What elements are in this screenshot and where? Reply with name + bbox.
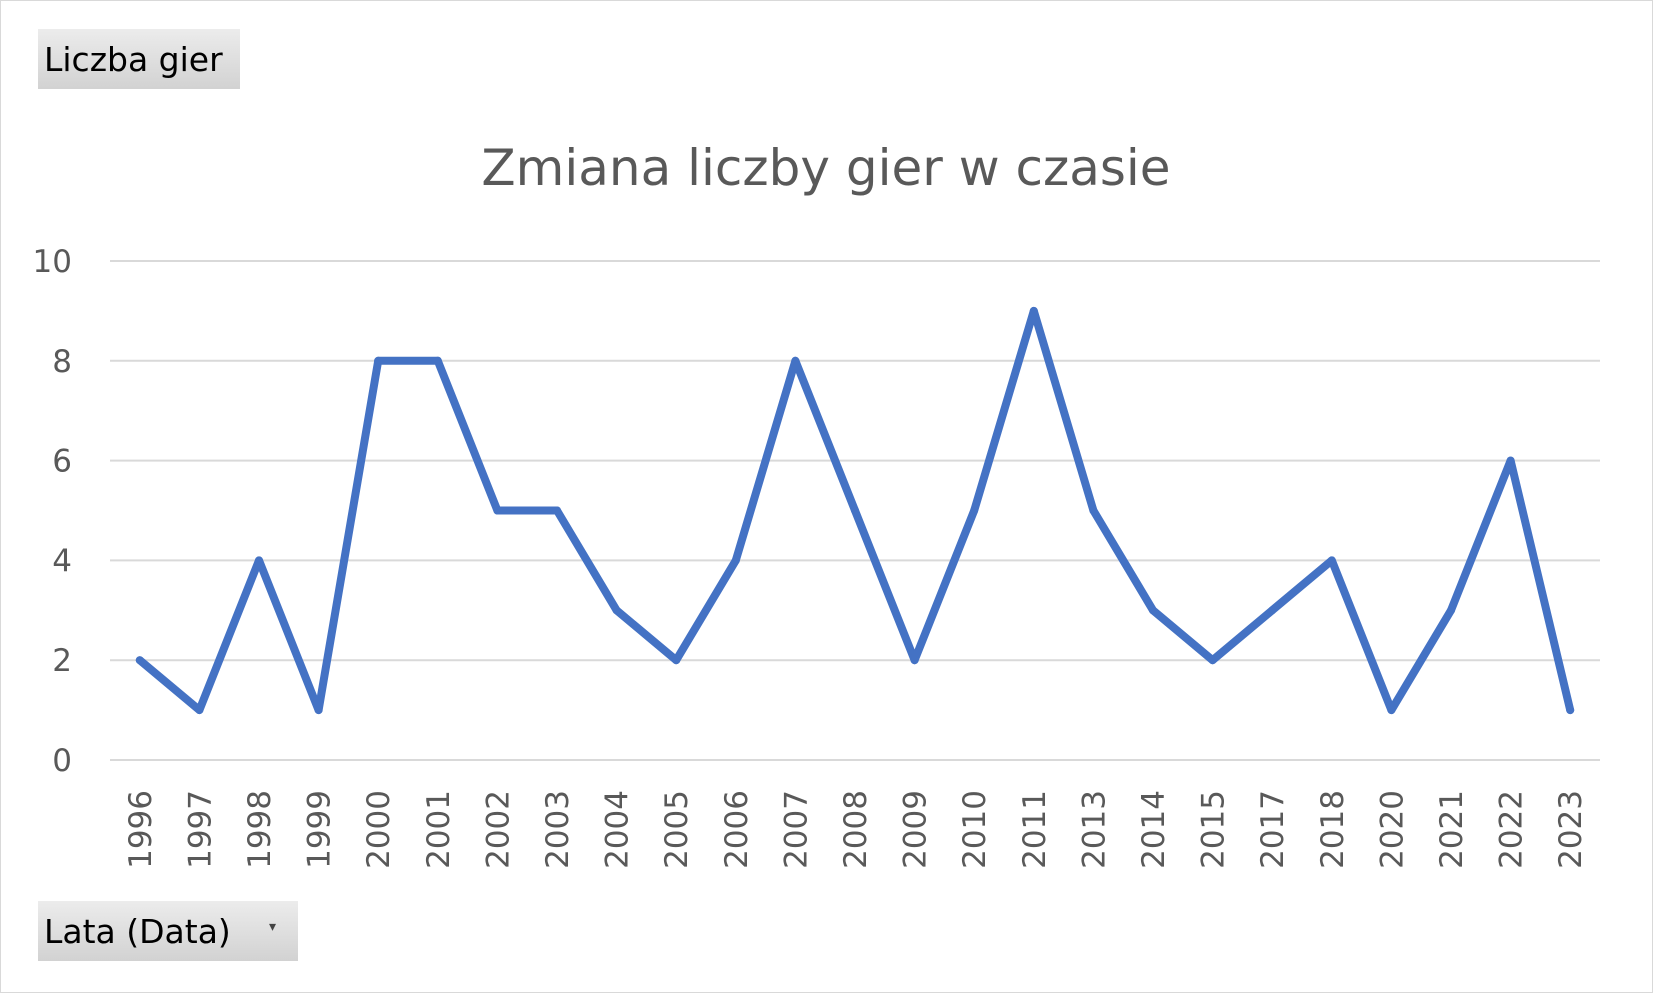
x-tick-label: 2009 xyxy=(898,790,934,869)
x-tick-label: 2007 xyxy=(778,790,814,869)
dropdown-arrow-icon[interactable]: ▾ xyxy=(268,919,276,935)
x-tick-label: 2010 xyxy=(957,790,993,869)
x-tick-label: 1999 xyxy=(302,790,338,869)
values-field-button[interactable]: Liczba gier xyxy=(38,29,240,89)
y-tick-label: 2 xyxy=(52,643,72,679)
data-point xyxy=(1089,506,1098,515)
x-tick-label: 2022 xyxy=(1494,790,1530,869)
axis-field-label: Lata (Data) xyxy=(44,911,231,951)
data-point xyxy=(135,656,144,665)
x-tick-label: 2000 xyxy=(361,790,397,869)
data-point xyxy=(851,506,859,515)
data-point xyxy=(1208,656,1217,665)
x-tick-label: 2006 xyxy=(719,790,755,869)
x-tick-label: 2014 xyxy=(1136,790,1172,869)
gridlines xyxy=(110,260,1600,761)
data-point xyxy=(195,706,204,715)
data-point xyxy=(1566,706,1575,715)
y-tick-label: 6 xyxy=(52,444,72,480)
x-axis-ticks: 1996 1997 1998 1999 2000 2001 2002 2003 2004 2005… xyxy=(123,790,1589,869)
x-tick-label: 2023 xyxy=(1553,790,1589,869)
data-point xyxy=(553,506,561,515)
data-point xyxy=(1268,606,1277,615)
data-point xyxy=(1447,606,1455,615)
data-point xyxy=(612,606,621,615)
data-point xyxy=(433,356,442,365)
x-tick-label: 2003 xyxy=(540,790,576,869)
x-tick-label: 2002 xyxy=(480,790,516,869)
data-point xyxy=(1387,706,1396,715)
data-point xyxy=(374,356,383,365)
data-point xyxy=(672,656,681,665)
x-tick-label: 2017 xyxy=(1255,790,1291,869)
x-tick-label: 2005 xyxy=(659,790,695,869)
x-tick-label: 2008 xyxy=(838,790,874,869)
data-point xyxy=(910,656,919,665)
x-tick-label: 2001 xyxy=(421,790,457,869)
y-tick-label: 8 xyxy=(52,344,72,380)
data-point xyxy=(970,506,979,515)
values-field-label: Liczba gier xyxy=(44,39,223,79)
y-tick-label: 4 xyxy=(52,543,72,579)
data-point xyxy=(493,506,502,515)
x-tick-label: 2004 xyxy=(600,790,636,869)
chart-title: Zmiana liczby gier w czasie xyxy=(481,139,1170,197)
x-tick-label: 2015 xyxy=(1196,790,1232,869)
x-tick-label: 2011 xyxy=(1017,790,1053,869)
y-axis-ticks: 0 2 4 6 8 10 xyxy=(33,244,72,779)
data-point xyxy=(791,356,800,365)
x-tick-label: 1998 xyxy=(242,790,278,869)
x-tick-label: 2013 xyxy=(1076,790,1112,869)
data-point xyxy=(255,556,263,565)
data-point xyxy=(314,706,323,715)
data-point xyxy=(1029,306,1038,315)
y-tick-label: 10 xyxy=(33,244,72,280)
x-tick-label: 2018 xyxy=(1315,790,1351,869)
data-point xyxy=(1149,606,1157,615)
axis-field-button[interactable]: Lata (Data) ▾ xyxy=(38,901,298,961)
x-tick-label: 1997 xyxy=(182,790,218,869)
x-tick-label: 2020 xyxy=(1374,790,1410,869)
y-tick-label: 0 xyxy=(52,743,72,779)
data-point xyxy=(1327,556,1336,565)
series-group xyxy=(135,306,1575,715)
x-tick-label: 2021 xyxy=(1434,790,1470,869)
data-point xyxy=(1506,456,1515,465)
data-point xyxy=(731,556,740,565)
x-tick-label: 1996 xyxy=(123,790,159,869)
